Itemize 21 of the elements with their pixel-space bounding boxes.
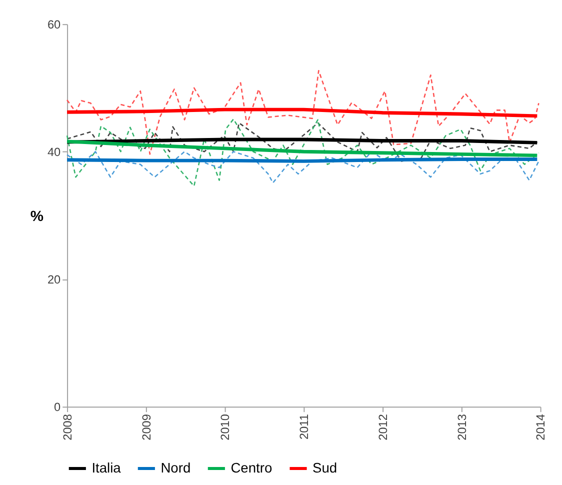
x-tick-label: 2012 [376,414,390,440]
legend-label: Italia [92,460,122,476]
line-series [66,122,538,162]
line-series [65,140,539,158]
x-tick-label: 2014 [534,414,548,440]
line-series [65,108,539,118]
legend-label: Sud [312,460,338,476]
y-tick-label: 60 [47,18,62,32]
x-tick-label: 2008 [60,414,74,440]
x-tick-label: 2011 [297,414,312,440]
y-tick-label: 0 [54,400,62,414]
x-tick-label: 2013 [454,414,469,440]
legend-label: Nord [160,460,191,476]
line-series [66,70,540,155]
x-tick-label: 2009 [139,414,154,440]
y-tick-label: 20 [47,272,62,287]
line-series [66,150,540,184]
x-tick-label: 2010 [218,414,232,440]
legend-label: Centro [230,460,272,476]
y-axis-title: % [30,208,44,225]
y-tick-label: 40 [47,145,62,160]
